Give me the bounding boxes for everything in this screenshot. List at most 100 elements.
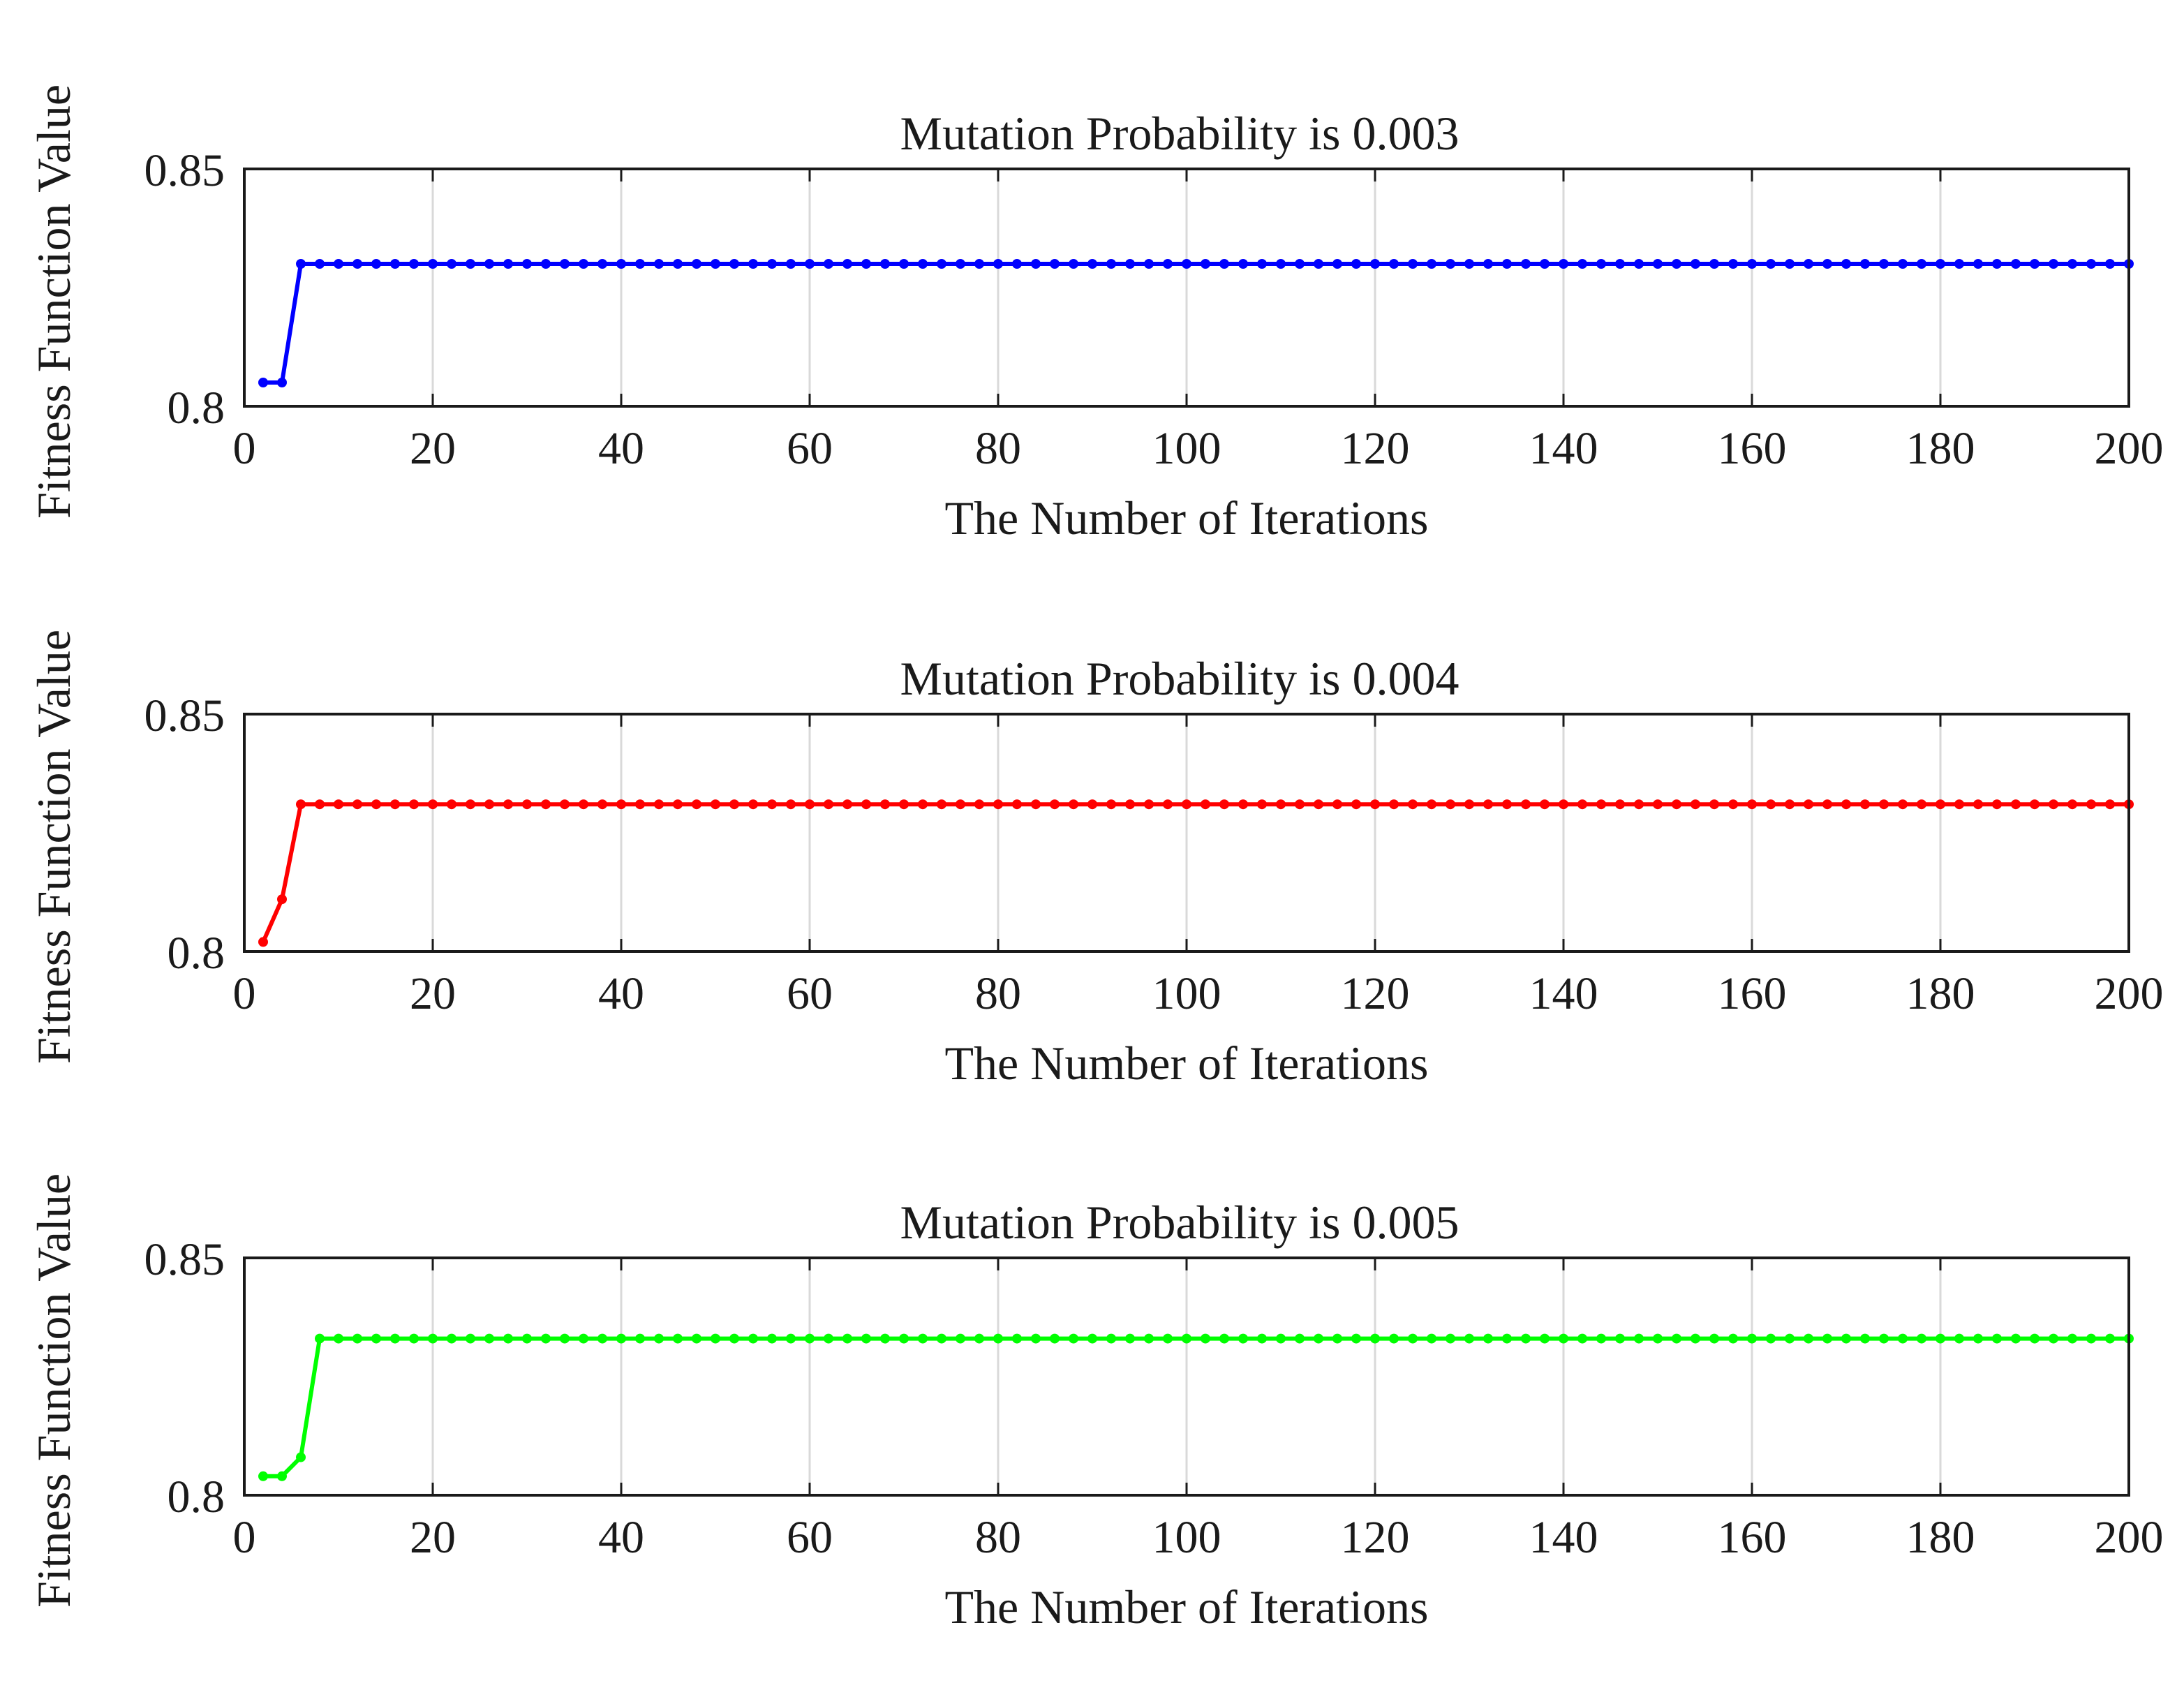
data-point [748, 259, 758, 269]
data-point [1276, 799, 1286, 810]
data-point [1464, 259, 1474, 269]
series-2 [258, 799, 2134, 947]
y-tick-label: 0.8 [168, 1471, 225, 1522]
data-point [541, 799, 551, 810]
data-point [993, 259, 1003, 269]
data-point [1709, 799, 1719, 810]
data-point [1577, 259, 1587, 269]
data-point [1936, 1333, 1945, 1344]
data-point [861, 1333, 871, 1344]
data-point [824, 259, 833, 269]
x-tick-label: 120 [1341, 423, 1410, 474]
data-point [1446, 799, 1455, 810]
data-point [786, 799, 796, 810]
data-point [1841, 1333, 1851, 1344]
data-point [1427, 1333, 1436, 1344]
data-point [1144, 799, 1154, 810]
data-point [1106, 799, 1116, 810]
data-point [654, 259, 664, 269]
data-point [1559, 799, 1568, 810]
data-point [918, 799, 928, 810]
data-point [1954, 1333, 1964, 1344]
data-point [258, 937, 268, 947]
data-point [1841, 799, 1851, 810]
x-tick-label: 80 [975, 968, 1021, 1019]
data-point [1144, 259, 1154, 269]
data-point [371, 1333, 381, 1344]
x-tick-label: 80 [975, 423, 1021, 474]
data-point [1050, 1333, 1060, 1344]
data-point [334, 1333, 343, 1344]
data-point [503, 259, 513, 269]
data-point [805, 259, 815, 269]
data-point [842, 799, 852, 810]
data-point [899, 799, 909, 810]
data-point [729, 799, 739, 810]
data-point [974, 259, 984, 269]
y-tick-label: 0.8 [168, 383, 225, 433]
x-tick-label: 100 [1152, 968, 1221, 1019]
data-point [296, 799, 306, 810]
data-point [1691, 259, 1700, 269]
data-point [296, 259, 306, 269]
data-point [937, 259, 946, 269]
data-point [560, 1333, 570, 1344]
data-point [1106, 1333, 1116, 1344]
data-point [1238, 799, 1248, 810]
axes-box [243, 713, 2130, 953]
data-point [1747, 259, 1757, 269]
x-tick-label: 160 [1718, 423, 1787, 474]
data-point [484, 799, 494, 810]
data-point [409, 259, 419, 269]
data-point [466, 799, 475, 810]
data-point [1728, 799, 1738, 810]
series-3 [258, 1333, 2134, 1481]
x-tick-label: 0 [233, 968, 256, 1019]
data-point [1992, 799, 2002, 810]
data-point [1332, 1333, 1342, 1344]
data-point [1031, 1333, 1041, 1344]
x-tick-label: 20 [410, 968, 456, 1019]
data-point [541, 259, 551, 269]
data-point [2086, 1333, 2096, 1344]
data-point [315, 1333, 325, 1344]
data-point [2030, 799, 2040, 810]
data-point [1879, 1333, 1889, 1344]
data-point [1389, 799, 1399, 810]
data-point [805, 1333, 815, 1344]
data-point [1163, 799, 1173, 810]
data-point [541, 1333, 551, 1344]
data-point [1615, 259, 1625, 269]
data-point [1672, 799, 1681, 810]
data-point [673, 1333, 683, 1344]
data-point [2086, 259, 2096, 269]
x-tick-label: 80 [975, 1512, 1021, 1563]
data-point [1257, 259, 1267, 269]
x-tick-label: 200 [2095, 423, 2164, 474]
data-point [2067, 259, 2077, 269]
data-point [1973, 259, 1983, 269]
data-point [1596, 799, 1606, 810]
data-point [1973, 799, 1983, 810]
data-point [824, 1333, 833, 1344]
data-point [503, 799, 513, 810]
x-tick-label: 0 [233, 1512, 256, 1563]
y-tick-label: 0.85 [144, 145, 225, 196]
x-tick-label: 100 [1152, 423, 1221, 474]
data-point [635, 259, 645, 269]
data-point [1219, 799, 1229, 810]
y-tick-label: 0.85 [144, 1234, 225, 1285]
data-point [974, 1333, 984, 1344]
x-tick-label: 140 [1529, 1512, 1598, 1563]
data-point [1785, 259, 1795, 269]
data-point [767, 799, 777, 810]
data-point [1766, 1333, 1776, 1344]
data-point [1521, 1333, 1531, 1344]
data-point [428, 259, 438, 269]
data-point [937, 799, 946, 810]
data-point [1087, 259, 1097, 269]
data-point [334, 799, 343, 810]
data-point [1106, 259, 1116, 269]
data-point [1427, 259, 1436, 269]
data-point [880, 799, 890, 810]
